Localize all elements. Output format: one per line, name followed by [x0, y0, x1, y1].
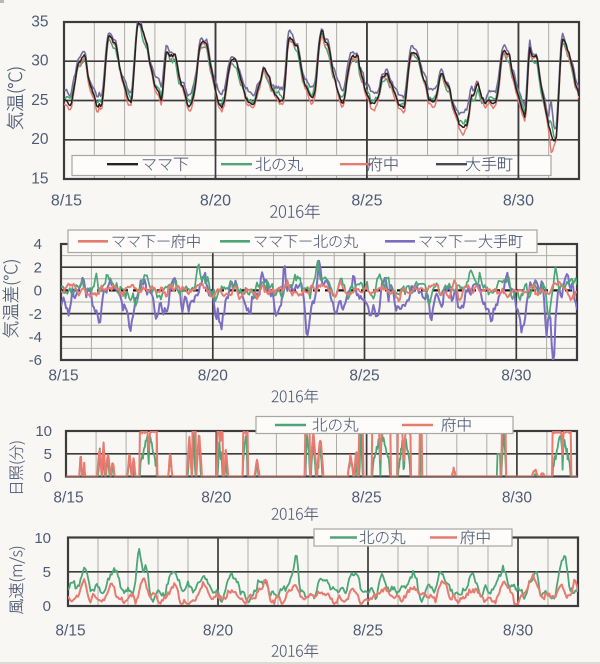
svg-text:0: 0 [34, 283, 42, 300]
svg-text:-6: -6 [29, 352, 42, 369]
svg-text:0: 0 [44, 469, 52, 486]
svg-text:8/15: 8/15 [53, 489, 83, 506]
svg-text:8/20: 8/20 [200, 193, 231, 210]
svg-text:8/25: 8/25 [353, 622, 383, 639]
svg-text:-4: -4 [29, 329, 42, 346]
svg-text:8/25: 8/25 [349, 367, 379, 384]
svg-text:5: 5 [43, 564, 51, 581]
svg-text:35: 35 [31, 13, 48, 30]
svg-text:8/25: 8/25 [352, 489, 382, 506]
svg-text:8/30: 8/30 [502, 489, 533, 506]
svg-text:8/25: 8/25 [351, 193, 382, 210]
svg-text:8/15: 8/15 [51, 193, 82, 210]
svg-text:20: 20 [31, 131, 49, 148]
svg-text:0: 0 [43, 598, 51, 615]
svg-text:8/15: 8/15 [55, 622, 85, 639]
svg-text:8/20: 8/20 [203, 622, 234, 639]
svg-text:8/30: 8/30 [503, 193, 534, 210]
svg-text:2: 2 [34, 259, 42, 276]
svg-text:10: 10 [35, 423, 52, 440]
svg-text:10: 10 [34, 530, 51, 547]
svg-text:8/15: 8/15 [48, 367, 78, 384]
svg-text:15: 15 [31, 170, 48, 187]
svg-text:8/20: 8/20 [201, 489, 232, 506]
svg-text:-2: -2 [29, 306, 42, 323]
svg-text:5: 5 [44, 446, 52, 463]
svg-text:30: 30 [31, 53, 49, 70]
svg-text:8/30: 8/30 [501, 367, 532, 384]
svg-text:8/20: 8/20 [198, 367, 229, 384]
svg-text:25: 25 [31, 92, 48, 109]
svg-text:8/30: 8/30 [503, 622, 534, 639]
svg-text:4: 4 [34, 236, 42, 253]
